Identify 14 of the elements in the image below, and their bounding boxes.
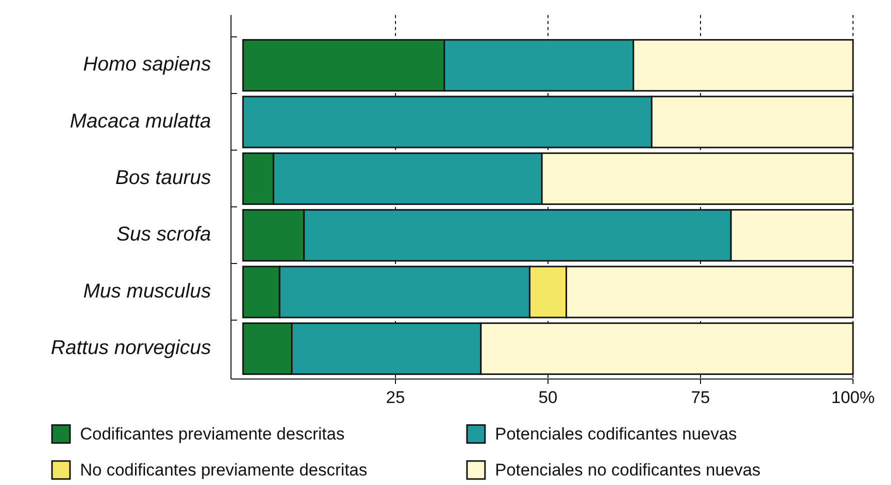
legend-label: Codificantes previamente descritas bbox=[80, 424, 345, 444]
legend-label: No codificantes previamente descritas bbox=[80, 460, 368, 480]
y-tick-label: Sus scrofa bbox=[116, 224, 211, 246]
x-tick-label: 50 bbox=[538, 388, 558, 407]
legend-label: Potenciales codificantes nuevas bbox=[495, 424, 737, 444]
x-tick-label: 100% bbox=[831, 388, 875, 407]
legend-label: Potenciales no codificantes nuevas bbox=[495, 460, 761, 480]
x-tick-label: 25 bbox=[386, 388, 405, 407]
x-tick-label: 75 bbox=[691, 388, 710, 407]
y-tick-label: Bos taurus bbox=[115, 166, 211, 189]
y-tick-label: Rattus norvegicus bbox=[50, 336, 211, 359]
y-tick-label: Macaca mulatta bbox=[70, 110, 211, 132]
y-tick-label: Mus musculus bbox=[83, 280, 211, 302]
y-tick-label: Homo sapiens bbox=[83, 54, 211, 76]
